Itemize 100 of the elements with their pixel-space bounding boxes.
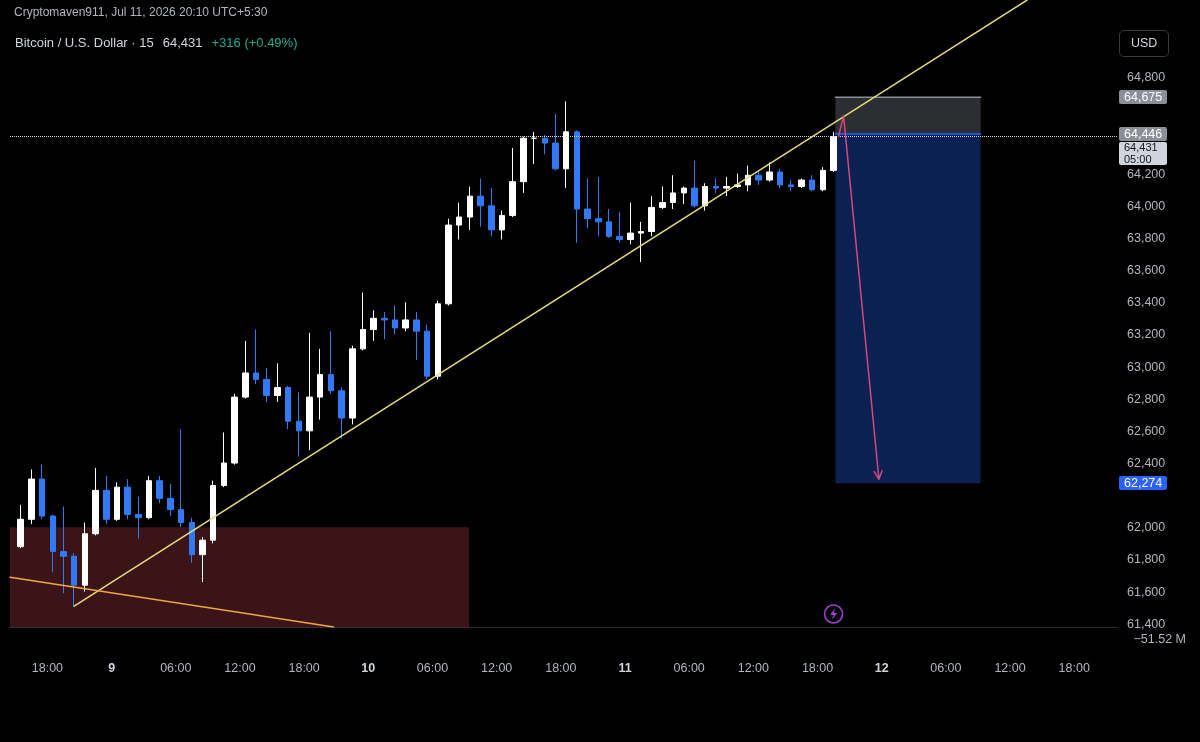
text: −51.52 M <box>1133 632 1186 647</box>
candlestick <box>777 168 783 189</box>
y-tick-label: 61,400 <box>1127 616 1166 631</box>
y-tick-label: 62,600 <box>1127 423 1166 438</box>
annotation: Cryptomaven911, Jul 11, 2026 20:10 UTC+5:30 <box>14 5 268 20</box>
candlestick <box>349 345 356 425</box>
candlestick <box>574 129 580 244</box>
candlestick <box>60 505 67 594</box>
x-tick-label: 10 <box>361 660 376 675</box>
candlestick <box>788 179 794 192</box>
x-tick-label: 18:00 <box>288 660 320 675</box>
x-tick-label: 12:00 <box>224 660 256 675</box>
x-tick-label: 06:00 <box>160 660 192 675</box>
candlestick <box>435 300 441 380</box>
x-tick-label: 12:00 <box>481 660 513 675</box>
y-tick-label: 64,675 <box>1119 90 1168 105</box>
candlestick <box>392 304 398 335</box>
candlestick <box>199 536 206 583</box>
candlestick <box>263 367 270 403</box>
candlestick <box>542 134 548 155</box>
candlestick <box>156 475 163 504</box>
text: 64,431 <box>162 35 203 50</box>
x-tick-label: 12 <box>874 660 889 675</box>
y-tick-label: 62,000 <box>1127 520 1166 535</box>
candlestick <box>328 330 334 395</box>
candlestick <box>413 311 420 361</box>
x-tick-label: 06:00 <box>673 660 705 675</box>
y-tick-label: 63,400 <box>1127 295 1166 310</box>
x-tick-label: 12:00 <box>737 660 770 675</box>
candlestick <box>691 160 698 208</box>
candlestick <box>28 468 35 525</box>
candlestick <box>178 428 184 528</box>
y-tick-label: 61,600 <box>1127 584 1166 599</box>
candlestick <box>638 221 644 263</box>
y-tick-label: 61,800 <box>1127 552 1166 567</box>
candlestick <box>306 332 313 451</box>
candlestick <box>402 301 409 332</box>
y-tick-label: 62,800 <box>1127 391 1166 406</box>
candlestick <box>830 131 837 173</box>
y-tick-label: 64,000 <box>1127 198 1166 213</box>
candlestick <box>520 136 527 194</box>
candlestick <box>616 211 623 244</box>
x-tick-label: 06:00 <box>930 660 962 675</box>
y-tick-label: 63,000 <box>1127 359 1166 374</box>
candlestick <box>360 292 366 351</box>
x-tick-label: 18:00 <box>545 660 577 675</box>
candlestick <box>584 177 591 229</box>
y-tick-label: 64,200 <box>1127 166 1166 181</box>
candlestick <box>71 552 77 607</box>
x-tick-label: 12:00 <box>994 660 1026 675</box>
candlestick <box>681 185 687 205</box>
candlestick <box>659 185 666 210</box>
y-tick-label: 63,800 <box>1127 230 1166 245</box>
x-tick-label: 18:00 <box>1058 660 1090 675</box>
y-axis-title: USD <box>1119 30 1170 57</box>
candlestick <box>189 517 195 564</box>
candlestick <box>477 177 484 228</box>
candlestick <box>370 309 377 342</box>
candlestick <box>135 496 142 540</box>
candlestick <box>755 171 762 186</box>
annotation: +316 (+0.49%) <box>211 35 298 50</box>
candlestick <box>670 174 676 210</box>
x-tick-label: 18:00 <box>31 660 64 675</box>
candlestick <box>253 329 259 385</box>
candlestick <box>595 176 602 237</box>
candlestick <box>285 385 291 430</box>
y-tick-label: 63,600 <box>1127 263 1166 278</box>
ref-line-label: 64,431 05:00 <box>1119 141 1167 166</box>
y-tick-label: 64,800 <box>1127 70 1166 85</box>
candlestick <box>809 174 815 192</box>
candlestick <box>167 483 174 517</box>
candlestick <box>648 195 655 237</box>
candlestick <box>499 210 505 241</box>
y-tick-label: 64,446 <box>1119 127 1168 142</box>
x-tick-label: 11 <box>618 660 632 675</box>
candlestick <box>338 386 345 440</box>
candlestick <box>124 478 131 520</box>
candlestick <box>467 185 473 231</box>
candlestick <box>509 147 516 218</box>
y-tick-label: 63,200 <box>1127 327 1166 342</box>
x-tick-label: 18:00 <box>801 660 834 675</box>
candlestick <box>723 176 730 197</box>
candlestick <box>242 340 249 400</box>
candlestick <box>702 182 708 212</box>
x-tick-label: 06:00 <box>416 660 449 675</box>
candlestick <box>627 202 634 245</box>
candlestick <box>231 393 238 466</box>
candlestick <box>50 513 56 573</box>
candlestick <box>563 100 569 189</box>
candlestick <box>146 475 152 520</box>
candlestick <box>114 481 120 522</box>
candlestick <box>798 177 805 189</box>
candlestick <box>210 480 216 544</box>
candlestick <box>713 177 719 194</box>
candlestick <box>82 522 88 593</box>
candlestick <box>221 431 227 488</box>
candlestick <box>296 391 302 458</box>
candlestick <box>92 467 99 536</box>
candlestick <box>531 131 537 165</box>
candlestick <box>317 348 323 421</box>
